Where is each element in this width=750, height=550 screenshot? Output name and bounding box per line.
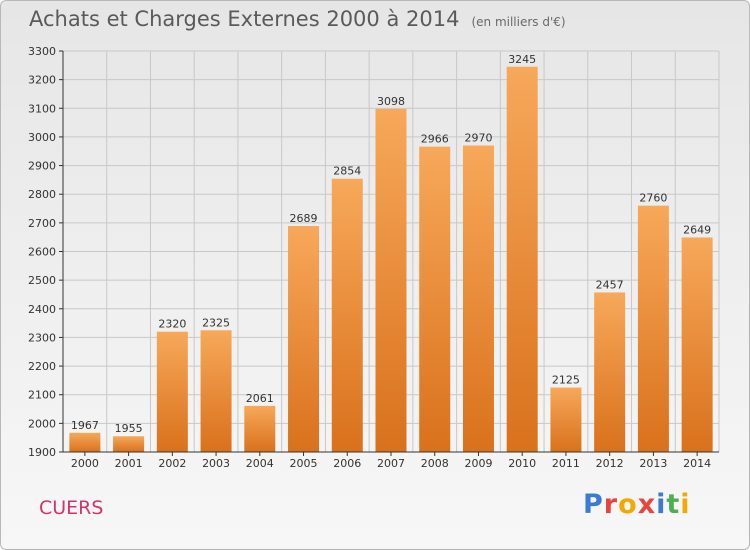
logo-letter: r (603, 489, 619, 520)
data-label: 2320 (158, 318, 186, 331)
y-tick-label: 3100 (28, 102, 56, 115)
y-tick-label: 2800 (28, 188, 56, 201)
x-tick-label: 2001 (115, 457, 143, 470)
bar-2005 (288, 226, 320, 452)
logo-letter: i (680, 489, 691, 520)
bar-2001 (113, 436, 145, 452)
data-label: 2970 (464, 132, 492, 145)
bar-2008 (419, 146, 451, 452)
bar-2010 (506, 66, 538, 452)
data-label: 2689 (290, 212, 318, 225)
y-tick-label: 2900 (28, 160, 56, 173)
y-tick-label: 3000 (28, 131, 56, 144)
y-tick-label: 3200 (28, 74, 56, 87)
x-tick-label: 2009 (464, 457, 492, 470)
x-tick-label: 2008 (421, 457, 449, 470)
y-tick-label: 2600 (28, 246, 56, 259)
data-label: 2125 (552, 374, 580, 387)
x-tick-label: 2010 (508, 457, 536, 470)
y-tick-label: 3300 (28, 45, 56, 58)
data-label: 1967 (71, 419, 99, 432)
bar-2014 (681, 237, 713, 452)
data-label: 2061 (246, 392, 274, 405)
data-label: 1955 (115, 422, 143, 435)
x-tick-label: 2006 (333, 457, 361, 470)
y-tick-label: 2700 (28, 217, 56, 230)
data-label: 2854 (333, 165, 361, 178)
bar-2006 (331, 178, 363, 453)
x-tick-label: 2007 (377, 457, 405, 470)
chart-title-text: Achats et Charges Externes 2000 à 2014 (29, 7, 460, 31)
logo-letter: i (656, 489, 667, 520)
y-tick-label: 1900 (28, 446, 56, 459)
x-tick-label: 2004 (246, 457, 274, 470)
chart-subtitle: (en milliers d'€) (471, 15, 566, 29)
logo-letter: t (666, 489, 681, 520)
x-tick-label: 2013 (639, 457, 667, 470)
x-tick-label: 2014 (683, 457, 711, 470)
y-tick-label: 2200 (28, 360, 56, 373)
y-tick-label: 2500 (28, 274, 56, 287)
labels: 1900 2000 2100 2200 2300 2400 2500 2600 2700 2800… (28, 45, 711, 470)
bar-2007 (375, 108, 407, 452)
bars (69, 66, 713, 453)
bar-2009 (462, 145, 494, 452)
bar-2003 (200, 330, 232, 452)
y-tick-label: 2400 (28, 303, 56, 316)
data-label: 3098 (377, 95, 405, 108)
bar-2004 (244, 405, 276, 452)
data-label: 2760 (639, 192, 667, 205)
bar-2012 (594, 292, 626, 452)
logo-letter: o (618, 489, 638, 520)
proxiti-logo: Proxiti (583, 489, 691, 520)
data-label: 2649 (683, 223, 711, 236)
x-tick-label: 2003 (202, 457, 230, 470)
location-label: CUERS (39, 497, 104, 519)
logo-letter: P (583, 489, 604, 520)
data-label: 2457 (596, 278, 624, 291)
data-label: 2325 (202, 316, 230, 329)
x-tick-label: 2012 (596, 457, 624, 470)
x-tick-label: 2000 (71, 457, 99, 470)
axes (59, 50, 719, 456)
data-label: 2966 (421, 133, 449, 146)
x-tick-label: 2011 (552, 457, 580, 470)
logo-letter: x (637, 489, 657, 520)
x-tick-label: 2005 (290, 457, 318, 470)
bar-2000 (69, 432, 101, 452)
y-tick-label: 2000 (28, 417, 56, 430)
y-tick-label: 2300 (28, 331, 56, 344)
data-label: 3245 (508, 53, 536, 66)
bar-2002 (156, 331, 188, 452)
bar-2011 (550, 387, 582, 452)
x-tick-label: 2002 (158, 457, 186, 470)
y-tick-label: 2100 (28, 389, 56, 402)
chart-title: Achats et Charges Externes 2000 à 2014 (e… (29, 7, 566, 31)
bar-2013 (637, 205, 669, 452)
